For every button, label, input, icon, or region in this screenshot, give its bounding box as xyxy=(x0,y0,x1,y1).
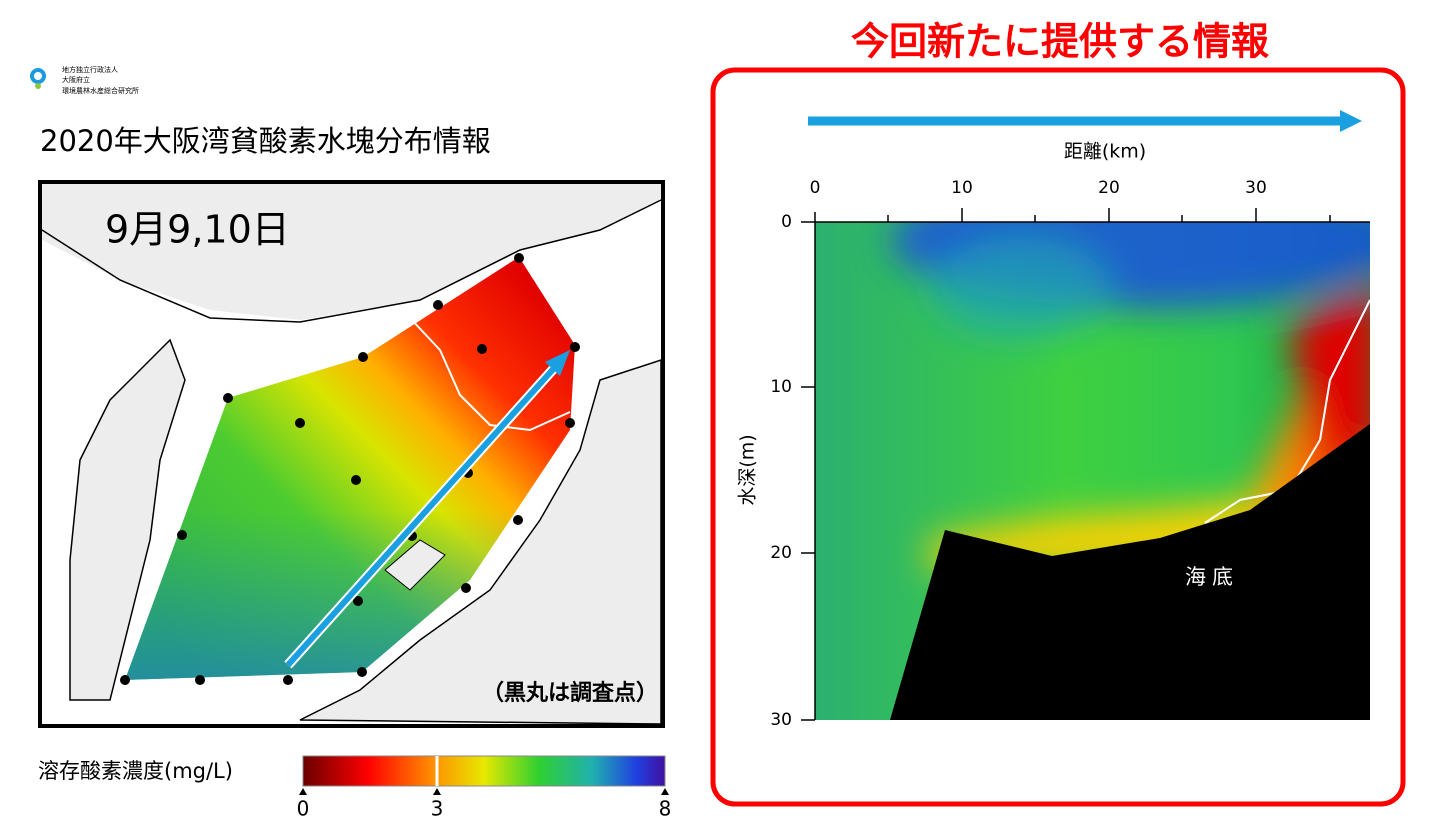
axes xyxy=(801,208,1370,721)
colorbar-label: 溶存酸素濃度(mg/L) xyxy=(38,759,233,783)
stations xyxy=(120,253,580,685)
y-tick-label: 10 xyxy=(770,377,792,397)
y-axis-label: 水深(m) xyxy=(737,434,759,505)
map-date: 9月9,10日 xyxy=(105,208,290,252)
x-tick-label: 0 xyxy=(810,178,821,198)
logo-line: 環境農林水産総合研究所 xyxy=(62,86,139,95)
do-field xyxy=(125,257,575,680)
station xyxy=(195,675,205,685)
station xyxy=(477,344,487,354)
direction-arrow-head xyxy=(1340,110,1362,132)
coast xyxy=(69,338,186,701)
transect xyxy=(285,363,559,668)
station xyxy=(177,530,187,540)
transect-head xyxy=(545,350,570,376)
station xyxy=(565,418,575,428)
logo: 地方独立行政法人 大阪府立 環境農林水産総合研究所 xyxy=(30,65,139,95)
colorbar-tick xyxy=(299,788,307,795)
logo-line: 大阪府立 xyxy=(62,75,90,84)
y-tick-label: 20 xyxy=(770,543,792,563)
low-region xyxy=(930,240,1110,340)
x-axis-label: 距離(km) xyxy=(1064,141,1146,163)
highlight-box xyxy=(710,67,1406,807)
station xyxy=(433,300,443,310)
station xyxy=(514,253,524,263)
station xyxy=(461,583,471,593)
x-tick-label: 10 xyxy=(951,178,973,198)
station xyxy=(283,675,293,685)
logo-icon xyxy=(35,83,41,89)
contour-3 xyxy=(1204,299,1370,524)
logo-line: 地方独立行政法人 xyxy=(62,65,118,74)
logo-icon xyxy=(34,72,42,80)
colorbar-tick-label: 3 xyxy=(431,797,444,821)
colorbar: 溶存酸素濃度(mg/L) 0 3 8 xyxy=(38,755,672,821)
station xyxy=(513,515,523,525)
colorbar-bar xyxy=(302,755,666,787)
seabed xyxy=(890,424,1370,720)
header-title: 今回新たに提供する情報 xyxy=(851,20,1269,64)
coastline xyxy=(41,199,662,323)
station xyxy=(295,418,305,428)
x-tick-label: 20 xyxy=(1098,178,1120,198)
colorbar-tick xyxy=(661,788,669,795)
x-tick-label: 30 xyxy=(1245,178,1267,198)
coast xyxy=(299,358,662,725)
station xyxy=(223,393,233,403)
island xyxy=(384,539,446,591)
station xyxy=(120,675,130,685)
station xyxy=(357,667,367,677)
y-tick-label: 30 xyxy=(770,710,792,730)
colorbar-tick-label: 8 xyxy=(659,797,672,821)
station xyxy=(353,596,363,606)
y-tick-label: 0 xyxy=(781,212,792,232)
station xyxy=(358,352,368,362)
section-field xyxy=(815,222,1370,720)
station xyxy=(570,342,580,352)
colorbar-tick-label: 0 xyxy=(297,797,310,821)
station xyxy=(351,475,361,485)
seabed-label: 海底 xyxy=(1185,565,1239,589)
map-title: 2020年大阪湾貧酸素水塊分布情報 xyxy=(40,124,491,158)
colorbar-tick xyxy=(433,788,441,795)
map: 9月9,10日 （黒丸は調査点） xyxy=(38,180,665,728)
map-note: （黒丸は調査点） xyxy=(482,680,658,706)
contour-3 xyxy=(409,317,571,432)
